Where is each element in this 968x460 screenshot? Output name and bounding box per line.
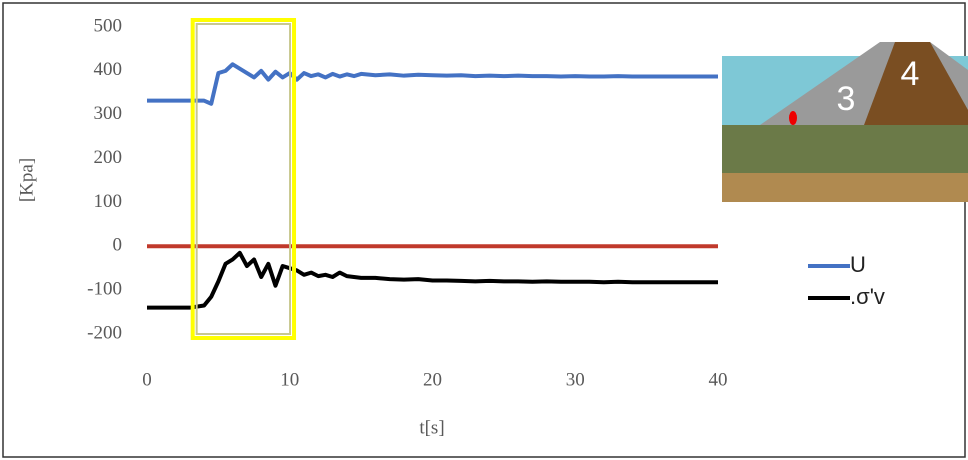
y-axis-title: [Kpa]	[16, 158, 37, 202]
y-tick-label: 0	[113, 235, 123, 256]
x-tick-label: 0	[142, 369, 152, 390]
sensor	[789, 111, 797, 125]
inset-label: 3	[837, 80, 856, 118]
bedrock	[722, 173, 968, 202]
foundation	[722, 125, 968, 173]
legend-label: .σ'v	[850, 284, 885, 309]
x-tick-label: 20	[423, 369, 442, 390]
data-line	[147, 62, 718, 106]
inset-label: 4	[901, 55, 920, 93]
y-tick-label: -100	[87, 279, 122, 300]
y-tick-label: 100	[94, 191, 123, 212]
x-tick-label: 40	[709, 369, 728, 390]
inset-image: 3 4	[722, 42, 968, 202]
highlight-inner	[195, 23, 292, 335]
core	[864, 42, 968, 125]
y-tick-label: 500	[94, 15, 123, 36]
x-axis-title: t[s]	[419, 417, 444, 438]
y-tick-label: 400	[94, 59, 123, 80]
highlight-box	[190, 18, 297, 340]
y-tick-label: 300	[94, 103, 123, 124]
x-tick-label: 30	[566, 369, 585, 390]
y-tick-label: 200	[94, 147, 123, 168]
y-tick-label: -200	[87, 322, 122, 343]
legend-label: U	[850, 252, 866, 277]
data-line	[147, 250, 718, 310]
x-tick-label: 10	[280, 369, 299, 390]
